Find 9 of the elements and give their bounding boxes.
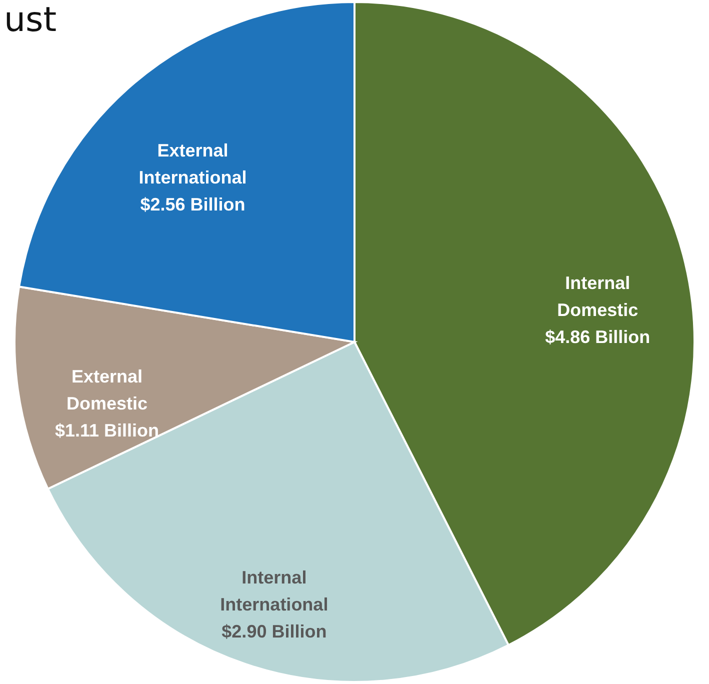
slice-label: External Domestic [66,366,148,414]
data-label: $2.56 Billion [140,194,246,214]
slice-label: Internal International [220,568,328,615]
data-label: $4.86 Billion [545,326,650,347]
slice-label: Internal Domestic [557,272,638,320]
slice-label: External International [138,140,247,188]
data-label: $2.90 Billion [222,622,327,642]
text: ust [4,0,57,40]
data-label: $1.11 Billion [54,420,160,440]
